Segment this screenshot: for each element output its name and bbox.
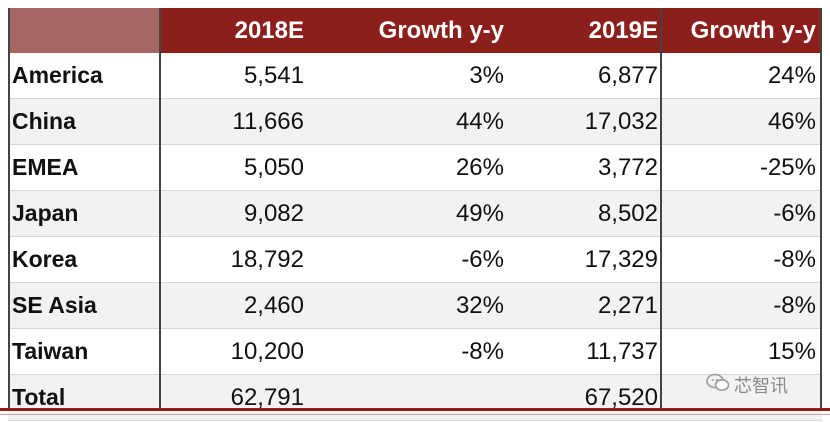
cell-growth-2019	[664, 374, 822, 421]
table-row: Japan 9,082 49% 8,502 -6%	[8, 190, 822, 237]
watermark: 芯智讯	[706, 372, 788, 398]
cell-2018e: 9,082	[160, 190, 310, 237]
cell-growth-2018: 44%	[310, 98, 510, 145]
header-cell-2019e: 2019E	[510, 8, 664, 53]
cell-2018e: 5,541	[160, 53, 310, 99]
table-border-right	[820, 8, 822, 408]
cell-2019e: 67,520	[510, 374, 664, 421]
cell-growth-2019: 15%	[664, 328, 822, 375]
cell-2019e: 11,737	[510, 328, 664, 375]
cell-2019e: 17,032	[510, 98, 664, 145]
header-cell-region	[8, 8, 160, 53]
cell-growth-2019: -25%	[664, 144, 822, 191]
cell-region: Korea	[8, 236, 160, 283]
cell-growth-2019: 24%	[664, 53, 822, 99]
cell-2018e: 18,792	[160, 236, 310, 283]
cell-growth-2018: 32%	[310, 282, 510, 329]
cell-2018e: 11,666	[160, 98, 310, 145]
cell-growth-2018: 26%	[310, 144, 510, 191]
bottom-rule	[0, 408, 830, 411]
table-row: Total 62,791 67,520	[8, 374, 822, 421]
table-row: Taiwan 10,200 -8% 11,737 15%	[8, 328, 822, 375]
cell-2019e: 2,271	[510, 282, 664, 329]
cell-region: China	[8, 98, 160, 145]
table-row: America 5,541 3% 6,877 24%	[8, 53, 822, 99]
cell-growth-2018	[310, 374, 510, 421]
bottom-rule-thin	[0, 414, 830, 415]
cell-growth-2019: -6%	[664, 190, 822, 237]
table-border-left	[8, 8, 10, 408]
column-divider	[660, 8, 662, 408]
table-row: China 11,666 44% 17,032 46%	[8, 98, 822, 145]
cell-region: America	[8, 53, 160, 99]
cell-2019e: 17,329	[510, 236, 664, 283]
cell-region: Japan	[8, 190, 160, 237]
watermark-text: 芯智讯	[734, 376, 788, 397]
header-cell-2018e: 2018E	[160, 8, 310, 53]
table-row: SE Asia 2,460 32% 2,271 -8%	[8, 282, 822, 329]
data-table: 2018E Growth y-y 2019E Growth y-y Americ…	[8, 8, 822, 421]
header-cell-growth-2018: Growth y-y	[310, 8, 510, 53]
header-cell-growth-2019: Growth y-y	[664, 8, 822, 53]
cell-growth-2018: 49%	[310, 190, 510, 237]
cell-2018e: 62,791	[160, 374, 310, 421]
cell-growth-2019: 46%	[664, 98, 822, 145]
cell-growth-2018: 3%	[310, 53, 510, 99]
cell-2018e: 5,050	[160, 144, 310, 191]
cell-2018e: 10,200	[160, 328, 310, 375]
cell-2019e: 8,502	[510, 190, 664, 237]
cell-growth-2018: -6%	[310, 236, 510, 283]
cell-region: Taiwan	[8, 328, 160, 375]
cell-growth-2019: -8%	[664, 282, 822, 329]
cell-growth-2018: -8%	[310, 328, 510, 375]
table-body: America 5,541 3% 6,877 24% China 11,666 44% 17,0…	[8, 53, 822, 421]
column-divider	[159, 8, 161, 408]
cell-2019e: 3,772	[510, 144, 664, 191]
cell-growth-2019: -8%	[664, 236, 822, 283]
cell-region: SE Asia	[8, 282, 160, 329]
cell-2019e: 6,877	[510, 53, 664, 99]
cell-2018e: 2,460	[160, 282, 310, 329]
table-header: 2018E Growth y-y 2019E Growth y-y	[8, 8, 822, 53]
header-row: 2018E Growth y-y 2019E Growth y-y	[8, 8, 822, 53]
wechat-icon	[706, 373, 734, 398]
cell-region: EMEA	[8, 144, 160, 191]
cell-region: Total	[8, 374, 160, 421]
table-row: Korea 18,792 -6% 17,329 -8%	[8, 236, 822, 283]
table-row: EMEA 5,050 26% 3,772 -25%	[8, 144, 822, 191]
data-table-container: 2018E Growth y-y 2019E Growth y-y Americ…	[8, 8, 822, 421]
